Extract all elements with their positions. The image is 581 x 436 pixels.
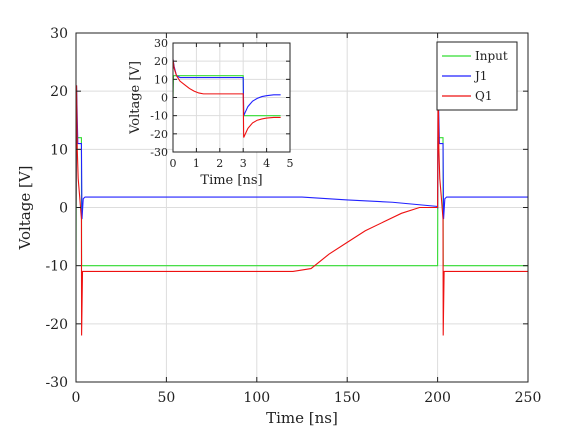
x-tick-label: 4: [263, 157, 270, 170]
x-tick-label: 100: [243, 390, 270, 406]
series-line-j1: [76, 85, 528, 220]
x-tick-label: 3: [240, 157, 247, 170]
x-tick-label: 5: [287, 157, 294, 170]
y-tick-label: -20: [45, 317, 68, 333]
y-tick-label: 20: [154, 55, 168, 68]
x-tick-label: 1: [193, 157, 200, 170]
x-tick-label: 200: [424, 390, 451, 406]
x-tick-label: 2: [216, 157, 223, 170]
legend-label-j1: J1: [473, 69, 487, 83]
y-tick-label: 20: [50, 84, 68, 100]
x-tick-label: 50: [157, 390, 175, 406]
y-axis-label: Voltage [V]: [16, 165, 34, 250]
legend: Input J1 Q1: [436, 41, 518, 111]
y-tick-label: 0: [161, 92, 168, 105]
y-tick-label: 10: [50, 142, 68, 158]
y-tick-label: -10: [45, 259, 68, 275]
y-tick-label: -30: [150, 146, 168, 159]
y-tick-label: -30: [45, 375, 68, 391]
y-tick-label: 30: [154, 37, 168, 50]
legend-label-q1: Q1: [475, 89, 492, 103]
x-axis-label: Time [ns]: [266, 409, 338, 427]
legend-label-input: Input: [475, 49, 508, 63]
series-line-q1: [173, 59, 281, 138]
inset-plot: 0 1 2 3 4 5 -30 -20 -10 0 10 20 30 Time [ns] Voltage […: [128, 37, 294, 188]
y-axis-label: Voltage [V]: [128, 61, 143, 135]
x-tick-label: 0: [170, 157, 177, 170]
x-axis-label: Time [ns]: [200, 173, 262, 188]
y-tick-label: -20: [150, 128, 168, 141]
series-line-q1: [76, 85, 528, 336]
y-tick-label: 30: [50, 26, 68, 42]
y-tick-label: 10: [154, 73, 168, 86]
x-tick-label: 150: [334, 390, 361, 406]
y-tick-label: -10: [150, 110, 168, 123]
x-tick-label: 0: [72, 390, 81, 406]
x-tick-label: 250: [515, 390, 542, 406]
y-tick-label: 0: [59, 201, 68, 217]
